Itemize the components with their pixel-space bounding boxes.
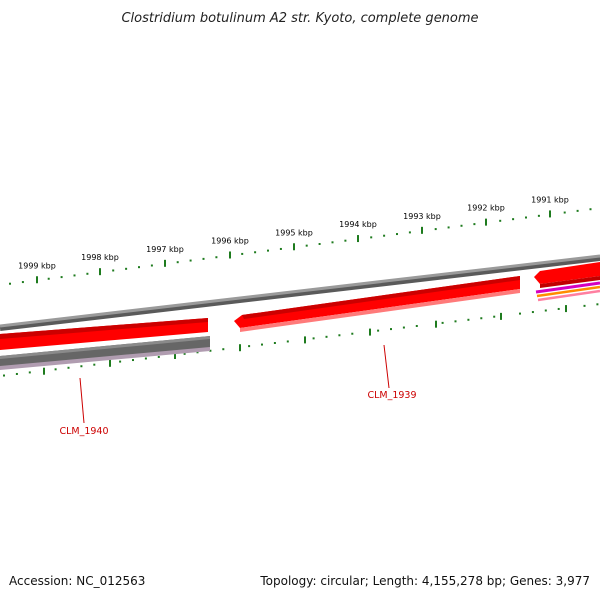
label-leader-clm-1939 bbox=[383, 344, 390, 389]
ruler-label: 1994 kbp bbox=[339, 220, 377, 229]
outer-ruler: 1999 kbp 1998 kbp 1997 kbp 1996 kbp 1995 kbp… bbox=[9, 195, 592, 285]
ruler-label: 1995 kbp bbox=[275, 228, 313, 237]
feature-strips-right bbox=[535, 281, 600, 302]
genome-summary-text: Topology: circular; Length: 4,155,278 bp… bbox=[260, 574, 590, 588]
gene-band-gray bbox=[0, 336, 210, 370]
genome-backbone bbox=[0, 254, 600, 328]
ruler-label: 1997 kbp bbox=[146, 245, 184, 254]
cds-arrow-partial-right bbox=[534, 262, 600, 288]
gene-arrow-clm-1940[interactable] bbox=[0, 318, 208, 350]
map-title: Clostridium botulinum A2 str. Kyoto, com… bbox=[121, 11, 478, 26]
ruler-label: 1992 kbp bbox=[467, 204, 505, 213]
accession-text: Accession: NC_012563 bbox=[9, 574, 146, 588]
ruler-label: 1998 kbp bbox=[81, 253, 119, 262]
genome-backbone-shadow bbox=[0, 255, 600, 331]
gene-label-clm-1939[interactable]: CLM_1939 bbox=[367, 390, 416, 401]
gene-arrow-clm-1939[interactable] bbox=[234, 276, 520, 332]
label-leader-clm-1940 bbox=[79, 377, 85, 424]
ruler-label: 1999 kbp bbox=[18, 261, 56, 270]
ruler-label: 1991 kbp bbox=[531, 195, 569, 204]
ruler-label: 1993 kbp bbox=[403, 212, 441, 221]
ruler-label: 1996 kbp bbox=[211, 236, 249, 245]
gene-label-clm-1940[interactable]: CLM_1940 bbox=[59, 426, 108, 437]
